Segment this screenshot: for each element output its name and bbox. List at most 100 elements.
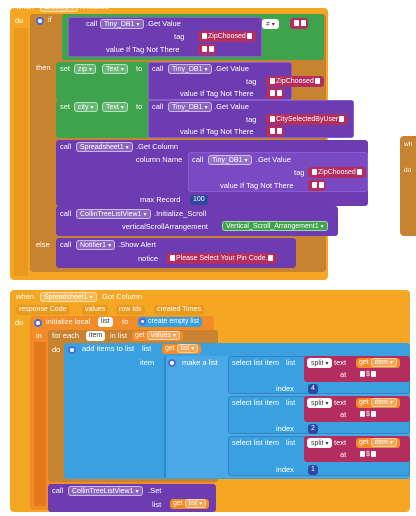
empty-string[interactable] — [198, 44, 216, 55]
chevron-down-icon: ▾ — [389, 360, 393, 366]
item-var-dropdown[interactable]: item ▾ — [370, 398, 397, 407]
value-if-tag-not-there-label: value If Tag Not There — [180, 127, 254, 136]
get-list-block[interactable]: get list ▾ — [170, 499, 210, 509]
param-response-code[interactable]: response Code — [16, 305, 70, 315]
chevron-down-icon: ▾ — [325, 441, 329, 447]
get-value-label: .Get Value — [256, 155, 291, 164]
chevron-down-icon: ▾ — [120, 105, 124, 111]
notifier-dropdown[interactable]: Notifier1 ▾ — [76, 240, 116, 250]
split-dropdown[interactable]: split ▾ — [307, 398, 333, 408]
chevron-down-icon: ▾ — [325, 401, 329, 407]
empty-string[interactable] — [308, 180, 326, 191]
to-label: to — [122, 317, 129, 326]
city-component-dropdown[interactable]: city ▾ — [74, 102, 98, 112]
vertical-scroll-arrangement-label: verticalScrollArrangement — [122, 222, 208, 231]
collin-list-dropdown[interactable]: CollinTreeListView1 ▾ — [68, 486, 143, 496]
tinydb-dropdown[interactable]: Tiny_DB1 ▾ — [168, 102, 212, 112]
side-event-block-stub[interactable] — [400, 136, 416, 236]
tag-zipchoosed-string[interactable]: ZipChoosed — [266, 76, 324, 87]
empty-string[interactable] — [266, 126, 284, 137]
call-label: call — [152, 64, 164, 73]
call-label: call — [86, 19, 98, 28]
param-created-times[interactable]: created Times — [154, 305, 204, 315]
chevron-down-icon: ▾ — [135, 489, 139, 495]
initialize-local-inner — [34, 342, 46, 506]
tinydb-dropdown[interactable]: Tiny_DB1 ▾ — [100, 19, 144, 29]
item-var-dropdown[interactable]: item ▾ — [370, 358, 397, 367]
tag-cityselected-string[interactable]: CitySelectedByUser — [266, 114, 349, 125]
get-item-block[interactable]: get item ▾ — [356, 438, 400, 448]
add-items-to-list-label: add items to list — [82, 344, 135, 353]
call-label: call — [60, 142, 72, 151]
chevron-down-icon: ▾ — [271, 22, 275, 28]
spreadsheet-component-dropdown[interactable]: Spreadsheet1 ▾ — [40, 292, 97, 302]
chevron-down-icon: ▾ — [172, 333, 176, 339]
local-var-name[interactable]: list — [98, 317, 113, 327]
notice-label: notice — [138, 254, 159, 263]
index-number-2[interactable]: 2 — [308, 424, 318, 434]
spreadsheet-dropdown[interactable]: Spreadsheet1 ▾ — [76, 142, 133, 152]
tinydb-dropdown[interactable]: Tiny_DB1 ▾ — [208, 155, 252, 165]
get-values-block[interactable]: get values ▾ — [132, 331, 183, 341]
vertical-arrangement-dropdown[interactable]: Vertical_Scroll_Arrangement1 ▾ — [222, 221, 328, 231]
param-row-ids[interactable]: row Ids — [116, 305, 145, 315]
mutator-gear-icon[interactable] — [139, 318, 146, 325]
get-item-block[interactable]: get item ▾ — [356, 398, 400, 408]
split-dropdown[interactable]: split ▾ — [307, 358, 333, 368]
side-stub-when-label: wh — [404, 141, 413, 148]
chevron-down-icon: ▾ — [389, 440, 393, 446]
mutator-gear-icon[interactable] — [36, 17, 44, 25]
chevron-down-icon: ▾ — [191, 346, 195, 352]
grocery-component-dropdown[interactable]: Grocery ▾ — [40, 2, 78, 12]
to-label: to — [136, 64, 143, 73]
max-record-label: max Record — [140, 195, 181, 204]
initialize-scroll-label: .Initialize_Scroll — [154, 209, 207, 218]
index-label: index — [276, 384, 294, 393]
mutator-gear-icon[interactable] — [168, 359, 176, 367]
mutator-gear-icon[interactable] — [68, 346, 76, 354]
create-empty-list-block[interactable]: create empty list — [138, 317, 202, 327]
tinydb-dropdown[interactable]: Tiny_DB1 ▾ — [168, 64, 212, 74]
do-label: do — [15, 16, 24, 25]
at-label: at — [340, 370, 347, 379]
tag-label: tag — [246, 115, 257, 124]
split-dropdown[interactable]: split ▾ — [307, 438, 333, 448]
tag-zipchoosed-string[interactable]: ZipChoosed — [198, 31, 256, 42]
chevron-down-icon: ▾ — [125, 145, 129, 151]
else-label: else — [36, 240, 50, 249]
value-if-tag-not-there-label: value If Tag Not There — [106, 45, 180, 54]
notice-text-string[interactable]: Please Select Your Pin Code. — [166, 253, 278, 264]
chevron-down-icon: ▾ — [244, 158, 248, 164]
text-label: text — [334, 398, 347, 407]
get-list-block[interactable]: get list ▾ — [162, 344, 202, 354]
index-number-1[interactable]: 4 — [308, 384, 318, 394]
values-var-dropdown[interactable]: values ▾ — [146, 331, 180, 340]
separator-string[interactable]: $ — [356, 449, 380, 460]
select-list-item-label: select list item — [232, 358, 280, 367]
compare-operator-dropdown[interactable]: ≠ ▾ — [262, 19, 279, 29]
collin-list-dropdown[interactable]: CollinTreeListView1 ▾ — [76, 209, 151, 219]
set-label: set — [60, 102, 71, 111]
list-var-dropdown[interactable]: list ▾ — [176, 344, 199, 353]
max-record-number[interactable]: 100 — [190, 195, 208, 205]
index-number-3[interactable]: 1 — [308, 465, 318, 475]
item-var-dropdown[interactable]: item ▾ — [370, 438, 397, 447]
chevron-down-icon: ▾ — [389, 400, 393, 406]
loop-var-item[interactable]: item — [86, 331, 106, 341]
separator-string[interactable]: $ — [356, 369, 380, 380]
side-stub-do-label: do — [404, 167, 412, 174]
mutator-gear-icon[interactable] — [34, 319, 42, 327]
zip-component-dropdown[interactable]: zip ▾ — [74, 64, 96, 74]
get-item-block[interactable]: get item ▾ — [356, 358, 400, 368]
tag-zipchoosed-string[interactable]: ZipChoosed — [308, 167, 366, 178]
call-label: call — [60, 240, 72, 249]
at-label: at — [340, 450, 347, 459]
list-var-dropdown[interactable]: list ▾ — [184, 499, 207, 508]
separator-string[interactable]: $ — [356, 409, 380, 420]
empty-string-compare[interactable] — [290, 18, 308, 29]
param-values[interactable]: values — [82, 305, 109, 315]
empty-string[interactable] — [266, 88, 284, 99]
city-property-dropdown[interactable]: Text ▾ — [102, 102, 128, 112]
for-each-label: for each — [52, 331, 80, 340]
zip-property-dropdown[interactable]: Text ▾ — [102, 64, 128, 74]
